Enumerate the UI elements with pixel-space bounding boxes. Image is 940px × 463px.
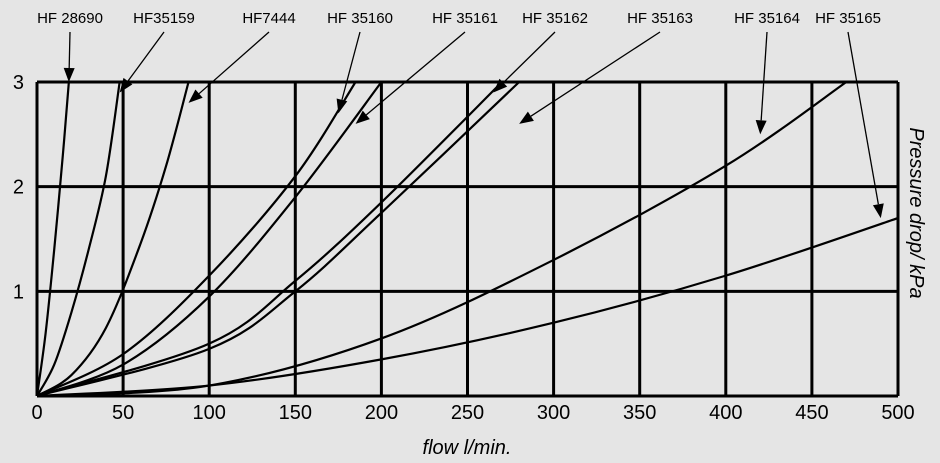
callout-arrowhead-hf-35161 [355,110,370,124]
series-label-hf-35161: HF 35161 [432,10,498,27]
x-tick-400: 400 [709,402,742,424]
series-curves [35,81,899,398]
y-tick-3: 3 [13,72,24,94]
x-tick-450: 450 [795,402,828,424]
x-tick-250: 250 [451,402,484,424]
x-tick-500: 500 [881,402,914,424]
callout-arrowhead-hf-35165 [872,203,884,219]
callout-line-hf7444 [198,31,270,95]
x-tick-150: 150 [279,402,312,424]
callout-arrowhead-hf-35164 [755,120,767,135]
series-label-hf-35162: HF 35162 [522,10,588,27]
curve-hf-35161 [36,81,383,398]
callout-line-hf-28690 [68,31,71,69]
callout-arrowhead-hf-35163 [519,111,534,124]
series-label-hf7444: HF7444 [242,10,295,27]
curve-hf-35162 [36,81,503,398]
y-tick-2: 2 [13,177,24,199]
x-tick-300: 300 [537,402,570,424]
x-axis-title: flow l/min. [423,437,512,459]
curve-hf7444 [36,81,190,397]
callout-line-hf-35162 [502,31,556,84]
callout-line-hf-35160 [341,31,361,101]
series-label-hf-35163: HF 35163 [627,10,693,27]
series-label-hf-35164: HF 35164 [734,10,800,27]
grid [35,80,900,398]
curve-hf-35165 [36,217,899,398]
series-callouts [63,31,884,219]
callout-line-hf-35164 [760,31,768,121]
x-tick-100: 100 [193,402,226,424]
series-label-hf-28690: HF 28690 [37,10,103,27]
x-tick-50: 50 [112,402,134,424]
y-axis-title: Pressure drop/ kPa [905,127,927,298]
callout-line-hf35159 [127,31,165,82]
callout-line-hf-35161 [365,31,466,116]
y-tick-1: 1 [13,281,24,303]
series-labels: HF 28690 HF35159 HF7444 HF 35160 HF 35161 HF … [37,10,881,27]
curve-hf-35160 [36,81,357,397]
curve-hf-28690 [35,81,70,397]
callout-line-hf-35165 [847,31,879,205]
series-label-hf35159: HF35159 [133,10,195,27]
series-label-hf-35160: HF 35160 [327,10,393,27]
callout-arrowhead-hf7444 [188,89,203,103]
callout-arrowhead-hf-28690 [63,67,75,82]
callout-arrowhead-hf-35162 [493,78,508,93]
callout-line-hf-35163 [530,31,661,117]
x-tick-200: 200 [365,402,398,424]
curve-hf-35163 [36,81,520,398]
curve-hf35159 [36,81,121,397]
x-tick-0: 0 [31,402,42,424]
callout-arrowhead-hf35159 [119,77,133,93]
x-tick-350: 350 [623,402,656,424]
series-label-hf-35165: HF 35165 [815,10,881,27]
tick-labels: 0 50 100 150 200 250 300 350 400 450 500 1 2 3 [13,72,915,424]
callout-arrowhead-hf-35160 [336,98,348,114]
